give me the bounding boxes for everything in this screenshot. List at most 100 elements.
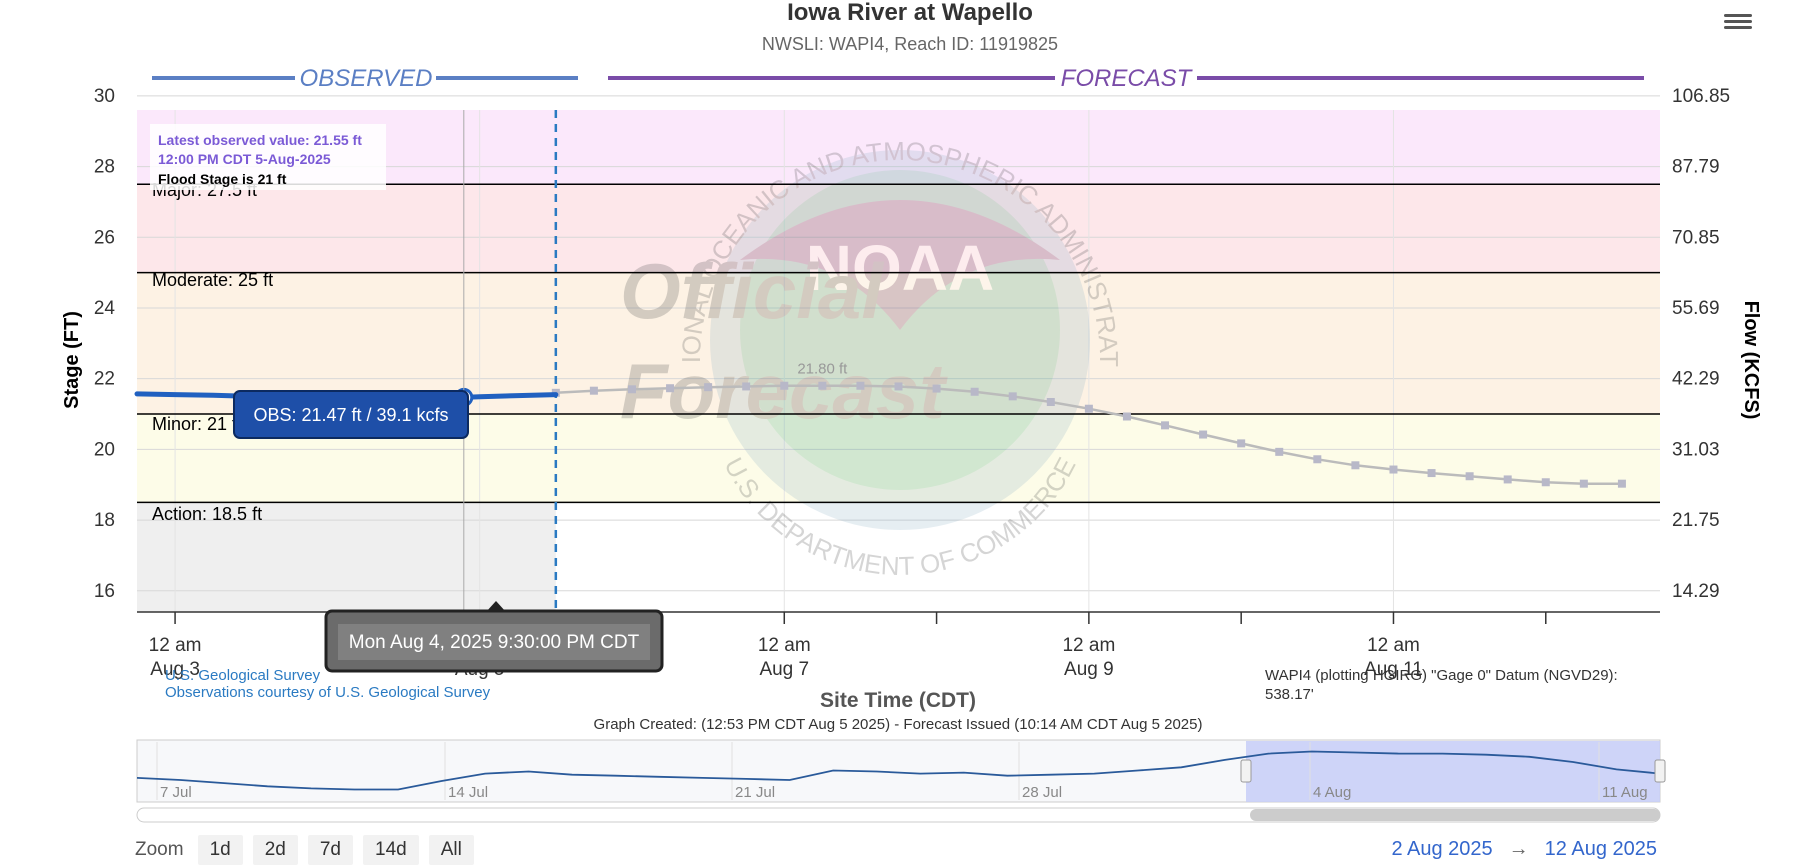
forecast-point-26 — [1541, 478, 1550, 487]
range-to[interactable]: 12 Aug 2025 — [1544, 838, 1657, 860]
forecast-peak-label: 21.80 ft — [797, 361, 848, 378]
threshold-label-moderate: Moderate: 25 ft — [152, 270, 273, 290]
y2-tick-6: 87.79 — [1672, 157, 1720, 178]
navigator-tick-3: 28 Jul — [1022, 784, 1062, 801]
flood-category-bands — [137, 110, 1660, 612]
crosshair-time-inner — [338, 624, 650, 660]
x-tick-label-line2-0: Aug 3 — [150, 659, 200, 680]
watermark-noaa: NOAA — [806, 232, 994, 304]
zoom-all-button[interactable]: All — [428, 835, 474, 865]
navigator-series-line — [136, 750, 1661, 791]
x-axis-title: Site Time (CDT) — [820, 689, 976, 712]
y2-tick-0: 14.29 — [1672, 581, 1720, 602]
navigator-handle-left[interactable] — [1240, 759, 1252, 783]
forecast-point-17 — [1199, 430, 1208, 439]
navigator-selected-range[interactable] — [1246, 741, 1660, 802]
zoom-bar: Zoom 1d 2d 7d 14d All — [135, 835, 474, 865]
latest-observed-box — [150, 124, 386, 190]
x-tick-label-line2-3: Aug 9 — [1064, 659, 1114, 680]
forecast-point-6 — [780, 381, 789, 390]
zoom-label: Zoom — [135, 839, 184, 860]
zoom-7d-button[interactable]: 7d — [307, 835, 353, 865]
navigator-ticks: 7 Jul 14 Jul 21 Jul 28 Jul 4 Aug 11 Aug — [156, 742, 1648, 801]
datum-line2: 538.17' — [1265, 686, 1314, 703]
forecast-point-10 — [932, 384, 941, 393]
x-tick-label-line1-4: 12 am — [1367, 635, 1420, 656]
forecast-point-16 — [1161, 421, 1170, 430]
forecast-point-9 — [894, 382, 903, 391]
forecast-point-21 — [1351, 461, 1360, 470]
usgs-credit-line2: Observations courtesy of U.S. Geological… — [165, 684, 491, 701]
y2-tick-7: 106.85 — [1672, 86, 1730, 107]
tooltip-value: OBS: 21.47 ft / 39.1 kcfs — [253, 405, 448, 425]
chart-subtitle: NWSLI: WAPI4, Reach ID: 11919825 — [762, 34, 1058, 54]
forecast-point-1 — [589, 386, 598, 395]
forecast-point-11 — [970, 387, 979, 396]
forecast-point-19 — [1275, 447, 1284, 456]
forecast-point-2 — [627, 385, 636, 394]
navigator[interactable]: 7 Jul 14 Jul 21 Jul 28 Jul 4 Aug 11 Aug — [136, 739, 1666, 823]
datum-line1: WAPI4 (plotting HGIRG) "Gage 0" Datum (N… — [1265, 667, 1618, 684]
x-tick-label-line2-2: Aug 7 — [759, 659, 809, 680]
y2-tick-5: 70.85 — [1672, 227, 1720, 248]
latest-observed-time: 12:00 PM CDT 5-Aug-2025 — [158, 151, 331, 167]
y-axis-title: Stage (FT) — [61, 311, 83, 409]
y-tick-6: 28 — [94, 157, 115, 178]
y-tick-2: 20 — [94, 439, 115, 460]
zoom-2d-button[interactable]: 2d — [252, 835, 298, 865]
forecast-point-12 — [1008, 392, 1017, 401]
y2-tick-1: 21.75 — [1672, 510, 1720, 531]
x-tick-label-line2-4: Aug 11 — [1364, 659, 1423, 680]
chart-title: Iowa River at Wapello — [787, 0, 1033, 26]
navigator-scrollbar-thumb[interactable] — [1250, 809, 1660, 821]
gridlines — [137, 95, 1660, 612]
navigator-handle-right[interactable] — [1654, 759, 1666, 783]
y2-tick-4: 55.69 — [1672, 298, 1720, 319]
date-range: 2 Aug 2025 → 12 Aug 2025 — [1391, 838, 1657, 861]
forecast-point-7 — [818, 381, 827, 390]
y-tick-1: 18 — [94, 510, 115, 531]
zoom-1d-button[interactable]: 1d — [197, 835, 243, 865]
forecast-point-24 — [1465, 472, 1474, 481]
y2-tick-2: 31.03 — [1672, 439, 1720, 460]
y-tick-0: 16 — [94, 581, 115, 602]
forecast-point-18 — [1237, 439, 1246, 448]
forecast-point-5 — [742, 382, 751, 391]
range-from[interactable]: 2 Aug 2025 — [1391, 838, 1493, 860]
noaa-logo-inner — [740, 170, 1060, 490]
navigator-tick-0: 7 Jul — [160, 784, 192, 801]
watermark-forecast: Forecast — [620, 347, 948, 435]
forecast-point-25 — [1503, 475, 1512, 484]
x-tick-label-line1-3: 12 am — [1062, 635, 1115, 656]
y-tick-4: 24 — [94, 298, 116, 319]
y-tick-5: 26 — [94, 227, 115, 248]
forecast-point-4 — [704, 383, 713, 392]
crosshair-time-pointer — [486, 601, 506, 612]
band-observed-below-action — [137, 502, 556, 612]
flood-stage-note: Flood Stage is 21 ft — [158, 171, 287, 187]
forecast-point-8 — [856, 381, 865, 390]
forecast-point-20 — [1313, 455, 1322, 464]
forecast-point-22 — [1389, 465, 1398, 474]
x-tick-label-line1-2: 12 am — [758, 635, 811, 656]
navigator-tick-5: 11 Aug — [1602, 784, 1648, 801]
forecast-point-3 — [666, 384, 675, 393]
threshold-label-minor: Minor: 21 ft — [152, 414, 242, 434]
navigator-tick-1: 14 Jul — [448, 784, 488, 801]
zoom-14d-button[interactable]: 14d — [363, 835, 419, 865]
band-moderate — [137, 184, 1660, 273]
forecast-point-13 — [1046, 398, 1055, 407]
x-tick-label-line1-0: 12 am — [149, 635, 202, 656]
noaa-logo-bird — [740, 200, 1060, 330]
navigator-tick-2: 21 Jul — [735, 784, 775, 801]
y2-axis-title: Flow (KCFS) — [1740, 301, 1762, 420]
band-major — [137, 110, 1660, 185]
hamburger-menu-icon[interactable] — [1724, 14, 1752, 36]
graph-created-note: Graph Created: (12:53 PM CDT Aug 5 2025)… — [594, 716, 1203, 733]
y-axis-ticks: 16 18 20 22 24 26 28 30 — [94, 86, 116, 602]
navigator-tick-4: 4 Aug — [1313, 784, 1351, 801]
y2-tick-3: 42.29 — [1672, 369, 1720, 390]
threshold-label-action: Action: 18.5 ft — [152, 504, 262, 524]
y-tick-7: 30 — [94, 86, 115, 107]
range-arrow: → — [1508, 838, 1529, 860]
